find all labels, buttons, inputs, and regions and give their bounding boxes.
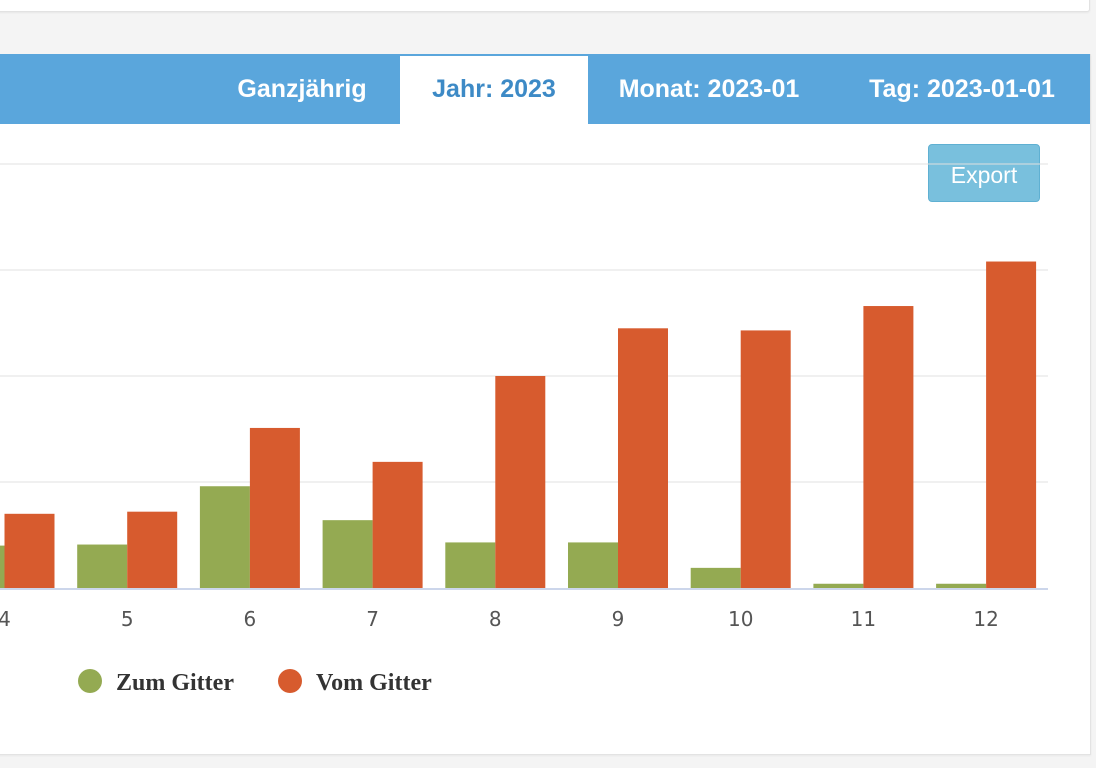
bar-zum-gitter-9[interactable] xyxy=(568,542,618,588)
x-tick-label: 5 xyxy=(121,607,134,631)
bars xyxy=(0,261,1037,588)
bar-zum-gitter-10[interactable] xyxy=(690,567,741,588)
x-tick-label: 6 xyxy=(244,607,257,631)
bar-vom-gitter-6[interactable] xyxy=(249,427,300,588)
bar-vom-gitter-4[interactable] xyxy=(4,513,55,588)
tab-day[interactable]: Tag: 2023-01-01 xyxy=(869,75,1055,103)
bar-zum-gitter-11[interactable] xyxy=(813,583,864,588)
bar-zum-gitter-6[interactable] xyxy=(199,486,250,588)
x-tick-label: 11 xyxy=(851,607,876,631)
legend-label: Zum Gitter xyxy=(116,670,234,696)
bar-vom-gitter-11[interactable] xyxy=(863,306,914,588)
tab-year[interactable]: Jahr: 2023 xyxy=(400,56,588,124)
bar-zum-gitter-7[interactable] xyxy=(322,520,373,588)
x-tick-label: 7 xyxy=(366,607,379,631)
bar-vom-gitter-8[interactable] xyxy=(495,376,546,588)
bar-zum-gitter-5[interactable] xyxy=(77,544,128,588)
bar-vom-gitter-12[interactable] xyxy=(986,261,1037,588)
legend-item-zum-gitter[interactable]: Zum Gitter xyxy=(78,669,234,696)
x-tick-label: 8 xyxy=(489,607,502,631)
bar-zum-gitter-12[interactable] xyxy=(936,583,987,588)
x-tick-label: 4 xyxy=(0,607,11,631)
chart-panel: Ganzjährig Jahr: 2023 Monat: 2023-01 Tag… xyxy=(0,54,1091,755)
x-tick-label: 9 xyxy=(612,607,625,631)
bar-vom-gitter-7[interactable] xyxy=(372,461,423,588)
x-tick-labels: 4 5 6 7 8 9 10 11 12 xyxy=(0,607,999,631)
export-button[interactable]: Export xyxy=(928,144,1040,202)
tab-bar: Ganzjährig Jahr: 2023 Monat: 2023-01 Tag… xyxy=(0,54,1090,124)
legend-item-vom-gitter[interactable]: Vom Gitter xyxy=(278,669,432,696)
legend-marker xyxy=(78,669,102,693)
bar-vom-gitter-10[interactable] xyxy=(740,330,791,588)
legend-label: Vom Gitter xyxy=(316,670,432,696)
bar-vom-gitter-5[interactable] xyxy=(127,511,178,588)
bar-vom-gitter-9[interactable] xyxy=(618,328,668,588)
bar-zum-gitter-4[interactable] xyxy=(0,545,5,588)
legend: Zum Gitter Vom Gitter xyxy=(78,669,432,696)
tab-month[interactable]: Monat: 2023-01 xyxy=(618,75,800,103)
legend-marker xyxy=(278,669,302,693)
tab-full-year[interactable]: Ganzjährig xyxy=(237,75,367,103)
bar-zum-gitter-8[interactable] xyxy=(445,542,496,588)
x-tick-label: 10 xyxy=(728,607,753,631)
previous-panel-edge xyxy=(0,0,1090,12)
x-tick-label: 12 xyxy=(973,607,998,631)
